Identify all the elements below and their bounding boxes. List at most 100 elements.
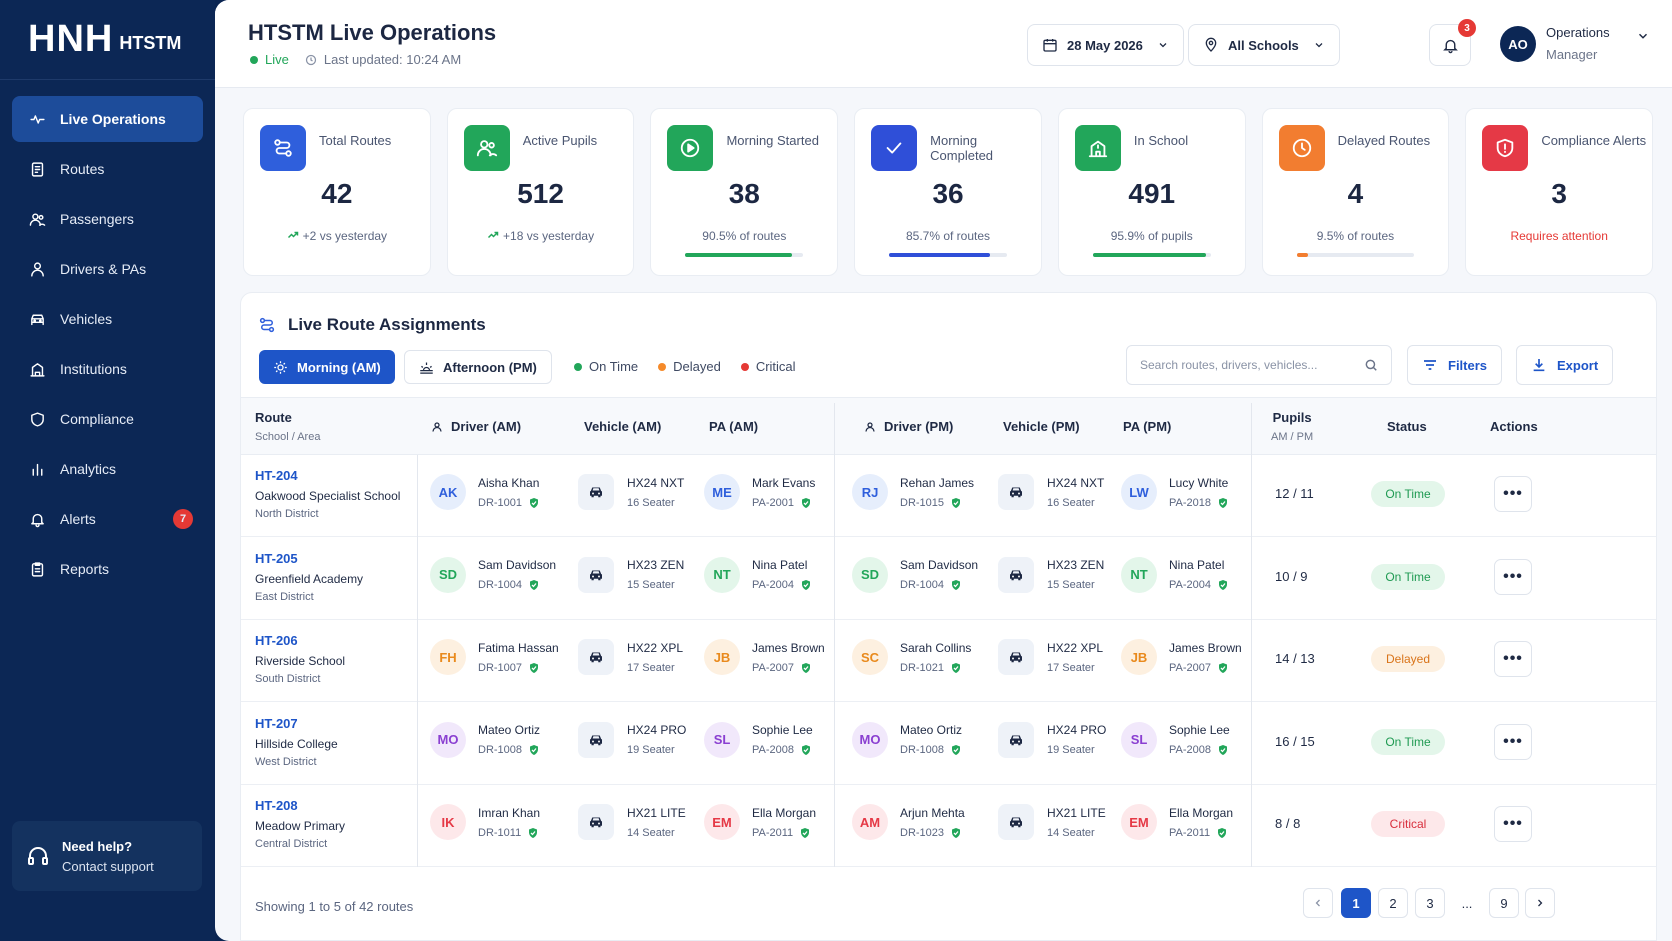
row-actions-button[interactable]: •••	[1494, 558, 1532, 595]
avatar: NT	[704, 556, 740, 593]
stat-card-in-school[interactable]: In School 491 95.9% of pupils	[1057, 108, 1246, 276]
sidebar-item-routes[interactable]: Routes	[12, 146, 203, 192]
tab-afternoon[interactable]: Afternoon (PM)	[404, 350, 552, 384]
table-row[interactable]: HT-206 Riverside School South District FH Fa…	[241, 620, 1656, 702]
brand-main: HNH	[28, 18, 114, 60]
vehicle-badge	[998, 721, 1034, 758]
driver-pm-cell[interactable]: SD Sam Davidson DR-1004	[852, 556, 978, 593]
row-actions-button[interactable]: •••	[1494, 641, 1532, 677]
help-subtitle[interactable]: Contact support	[62, 858, 154, 874]
pa-am-cell[interactable]: JB James Brown PA-2007	[704, 639, 825, 675]
pagination-page[interactable]: 3	[1415, 888, 1445, 918]
driver-pm-cell[interactable]: SC Sarah Collins DR-1021	[852, 639, 971, 675]
card-label: Active Pupils	[522, 133, 598, 148]
pa-am-cell[interactable]: SL Sophie Lee PA-2008	[704, 721, 813, 758]
sidebar-item-institutions[interactable]: Institutions	[12, 346, 203, 392]
table-row[interactable]: HT-204 Oakwood Specialist School North Dis…	[241, 455, 1656, 537]
driver-pm-cell[interactable]: RJ Rehan James DR-1015	[852, 474, 974, 510]
vehicle-am-cell[interactable]: HX24 NXT 16 Seater	[578, 474, 684, 510]
stat-card-compliance-alerts[interactable]: Compliance Alerts 3 Requires attention	[1465, 108, 1654, 276]
route-school: Meadow Primary	[255, 819, 346, 833]
table-row[interactable]: HT-207 Hillside College West District MO Mat…	[241, 703, 1656, 785]
vehicle-pm-cell[interactable]: HX21 LITE 14 Seater	[998, 804, 1106, 840]
sidebar-item-analytics[interactable]: Analytics	[12, 446, 203, 492]
avatar: JB	[1121, 639, 1157, 675]
driver-am-cell[interactable]: SD Sam Davidson DR-1004	[430, 556, 556, 593]
sidebar-item-vehicles[interactable]: Vehicles	[12, 296, 203, 342]
pa-pm-cell[interactable]: LW Lucy White PA-2018	[1121, 474, 1229, 510]
search-input[interactable]: Search routes, drivers, vehicles...	[1126, 345, 1392, 385]
person-name: James Brown	[1169, 640, 1242, 655]
live-label: Live	[265, 52, 289, 67]
driver-pm-cell[interactable]: MO Mateo Ortiz DR-1008	[852, 721, 962, 758]
pa-pm-cell[interactable]: JB James Brown PA-2007	[1121, 639, 1242, 675]
person-name: James Brown	[752, 640, 825, 655]
help-box[interactable]: Need help? Contact support	[12, 821, 202, 891]
status-badge: On Time	[1371, 728, 1445, 755]
vehicle-am-cell[interactable]: HX23 ZEN 15 Seater	[578, 556, 684, 593]
driver-am-cell[interactable]: IK Imran Khan DR-1011	[430, 804, 540, 840]
vehicle-am-cell[interactable]: HX24 PRO 19 Seater	[578, 721, 686, 758]
driver-am-cell[interactable]: MO Mateo Ortiz DR-1008	[430, 721, 540, 758]
card-progress	[685, 253, 804, 257]
sidebar-item-drivers-pas[interactable]: Drivers & PAs	[12, 246, 203, 292]
notifications-button[interactable]: 3	[1429, 19, 1476, 66]
card-progress	[1092, 253, 1211, 257]
stat-card-active-pupils[interactable]: Active Pupils 512 +18 vs yesterday	[446, 108, 635, 276]
pagination-prev-button[interactable]	[1303, 888, 1333, 918]
stat-card-total-routes[interactable]: Total Routes 42 +2 vs yesterday	[243, 108, 431, 276]
user-menu[interactable]: AO Operations Manager	[1500, 22, 1650, 66]
pa-pm-cell[interactable]: SL Sophie Lee PA-2008	[1121, 721, 1230, 758]
route-id-link[interactable]: HT-205	[255, 550, 298, 566]
vehicle-am-cell[interactable]: HX21 LITE 14 Seater	[578, 804, 686, 840]
stat-card-delayed-routes[interactable]: Delayed Routes 4 9.5% of routes	[1261, 108, 1450, 276]
pa-pm-cell[interactable]: NT Nina Patel PA-2004	[1121, 556, 1229, 593]
filters-button[interactable]: Filters	[1407, 345, 1503, 385]
stat-card-morning-started[interactable]: Morning Started 38 90.5% of routes	[650, 108, 839, 276]
vehicle-pm-cell[interactable]: HX22 XPL 17 Seater	[998, 639, 1103, 675]
person-name: Sophie Lee	[752, 723, 813, 737]
row-actions-button[interactable]: •••	[1494, 476, 1532, 512]
driver-am-cell[interactable]: FH Fatima Hassan DR-1007	[430, 639, 559, 675]
school-select[interactable]: All Schools	[1188, 24, 1340, 66]
route-id-link[interactable]: HT-207	[255, 715, 298, 731]
pagination-page[interactable]: 1	[1341, 888, 1371, 918]
pa-am-cell[interactable]: NT Nina Patel PA-2004	[704, 556, 812, 593]
route-id-link[interactable]: HT-208	[255, 798, 298, 813]
card-label: In School	[1133, 133, 1189, 148]
person-name: Sophie Lee	[1169, 723, 1230, 737]
sidebar-item-compliance[interactable]: Compliance	[12, 396, 203, 442]
sidebar-item-alerts[interactable]: Alerts 7	[12, 496, 203, 542]
date-picker[interactable]: 28 May 2026	[1027, 24, 1184, 66]
person-name: Fatima Hassan	[478, 640, 559, 655]
route-id-link[interactable]: HT-206	[255, 633, 298, 648]
car-icon	[590, 652, 602, 663]
col-pa-pm: PA (PM)	[1123, 419, 1172, 434]
pagination-page[interactable]: 2	[1378, 888, 1408, 918]
row-actions-button[interactable]: •••	[1494, 723, 1532, 760]
vehicle-am-cell[interactable]: HX22 XPL 17 Seater	[578, 639, 683, 675]
pa-pm-cell[interactable]: EM Ella Morgan PA-2011	[1121, 804, 1233, 840]
vehicle-pm-cell[interactable]: HX24 PRO 19 Seater	[998, 721, 1106, 758]
pa-am-cell[interactable]: EM Ella Morgan PA-2011	[704, 804, 816, 840]
stat-card-morning-completed[interactable]: Morning Completed 36 85.7% of routes	[854, 108, 1042, 276]
route-id-link[interactable]: HT-204	[255, 468, 298, 483]
driver-pm-cell[interactable]: AM Arjun Mehta DR-1023	[852, 804, 965, 840]
row-actions-button[interactable]: •••	[1494, 806, 1532, 842]
table-row[interactable]: HT-205 Greenfield Academy East District SD S…	[241, 538, 1656, 620]
sidebar-item-live-operations[interactable]: Live Operations	[12, 96, 203, 142]
pagination-page[interactable]: 9	[1489, 888, 1519, 918]
sidebar-item-passengers[interactable]: Passengers	[12, 196, 203, 242]
pa-am-cell[interactable]: ME Mark Evans PA-2001	[704, 474, 815, 510]
vehicle-pm-cell[interactable]: HX24 NXT 16 Seater	[998, 474, 1104, 510]
tab-morning[interactable]: Morning (AM)	[259, 350, 395, 384]
pagination-next-button[interactable]	[1525, 888, 1555, 918]
sidebar-item-reports[interactable]: Reports	[12, 546, 203, 592]
table-row[interactable]: HT-208 Meadow Primary Central District IK Im…	[241, 785, 1656, 867]
sidebar-item-label: Drivers & PAs	[60, 261, 147, 277]
brand-logo[interactable]: HNH HTSTM	[0, 0, 215, 80]
sidebar-item-label: Institutions	[60, 361, 127, 377]
driver-am-cell[interactable]: AK Aisha Khan DR-1001	[430, 474, 540, 510]
vehicle-pm-cell[interactable]: HX23 ZEN 15 Seater	[998, 556, 1104, 593]
export-button[interactable]: Export	[1516, 345, 1614, 385]
